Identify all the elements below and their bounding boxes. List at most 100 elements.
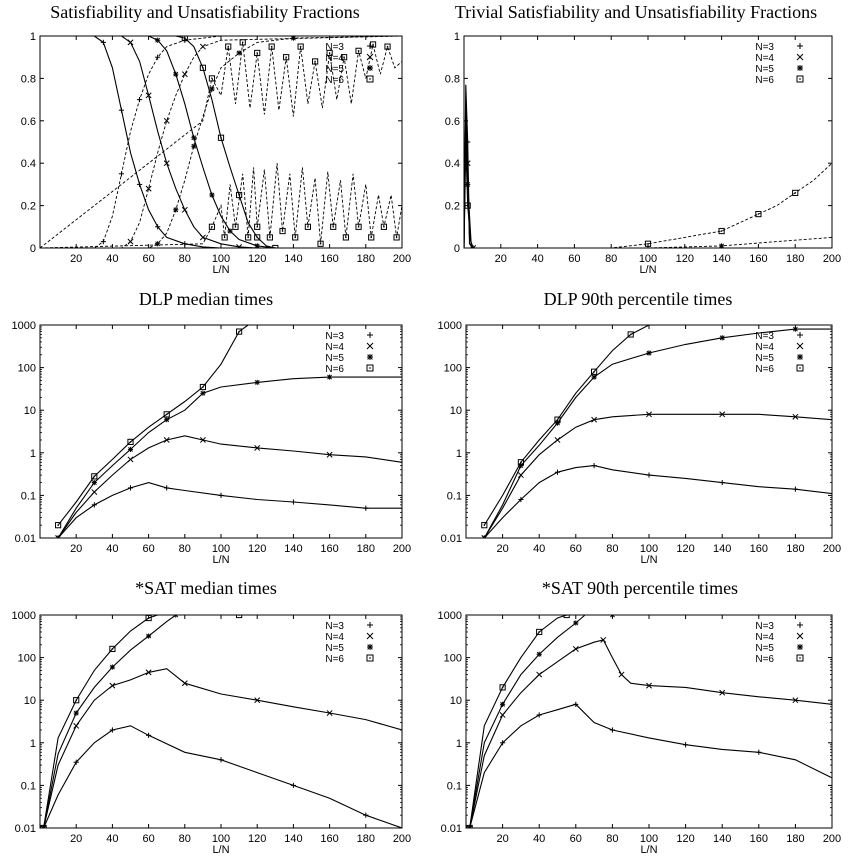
y-tick-label: 0.01 [441, 823, 462, 835]
legend-marker [797, 622, 803, 628]
x-axis-label: L/N [640, 844, 657, 856]
legend: N=3N=4N=5N=6 [755, 42, 804, 86]
data-point [163, 160, 170, 167]
legend: N=3N=4N=5N=6 [755, 331, 804, 375]
series-line [469, 615, 613, 828]
data-point [239, 39, 246, 46]
data-point [312, 58, 319, 65]
data-point [466, 824, 473, 828]
data-point [268, 43, 275, 50]
y-tick-label: 1 [456, 448, 462, 460]
x-tick-label: 160 [750, 833, 768, 845]
data-point [254, 223, 261, 230]
data-point [518, 496, 524, 503]
data-point [199, 383, 207, 391]
data-point [326, 710, 333, 716]
data-point [500, 740, 506, 746]
data-point [136, 181, 143, 187]
data-point [500, 701, 506, 707]
data-point [208, 223, 216, 230]
data-point [499, 712, 506, 718]
data-point [719, 479, 725, 486]
data-point [227, 228, 233, 234]
data-point [363, 812, 369, 818]
data-point [163, 437, 170, 443]
data-point [254, 379, 260, 385]
x-tick-label: 80 [179, 543, 191, 555]
data-point [719, 335, 725, 341]
x-tick-label: 120 [248, 833, 266, 845]
data-point [355, 47, 362, 54]
data-point [363, 505, 369, 511]
x-tick-label: 40 [106, 833, 118, 845]
legend-marker [366, 53, 374, 61]
x-tick-label: 40 [533, 833, 545, 845]
data-point [146, 633, 152, 639]
legend-label: N=4 [325, 53, 344, 64]
legend-marker [797, 43, 803, 49]
data-point [326, 49, 333, 57]
legend-marker [367, 332, 373, 338]
data-point [292, 234, 299, 241]
x-tick-label: 20 [496, 543, 508, 555]
legend-marker [367, 622, 373, 628]
x-tick-label: 160 [750, 543, 768, 555]
data-point [266, 234, 273, 241]
data-point [368, 234, 375, 241]
x-tick-label: 100 [212, 253, 230, 265]
x-tick-label: 120 [248, 253, 266, 265]
series-line [483, 413, 832, 538]
data-point [145, 92, 152, 99]
data-point [173, 71, 179, 77]
data-point [340, 54, 348, 61]
data-point [199, 437, 206, 443]
data-point [40, 824, 47, 828]
chart-title: DLP median times [138, 289, 274, 309]
x-tick-label: 200 [393, 253, 411, 265]
data-point [208, 75, 216, 82]
data-point [209, 86, 215, 92]
legend-marker [366, 342, 374, 350]
data-point [591, 463, 597, 469]
x-tick-label: 20 [70, 833, 82, 845]
x-tick-label: 160 [320, 253, 338, 265]
data-point [146, 732, 152, 738]
data-point [290, 36, 296, 41]
y-tick-label: 100 [18, 363, 36, 375]
data-point [380, 223, 387, 230]
y-tick-label: 10 [24, 405, 36, 417]
legend-label: N=6 [755, 75, 774, 86]
data-point [181, 680, 188, 687]
x-tick-label: 60 [570, 543, 582, 555]
x-tick-label: 200 [393, 543, 411, 555]
x-tick-label: 80 [606, 833, 618, 845]
x-tick-label: 40 [533, 543, 545, 555]
chart-title: *SAT 90th percentile times [541, 578, 739, 598]
series-line [43, 725, 402, 828]
chart-title: Trivial Satisfiability and Unsatisfiabil… [454, 2, 818, 22]
x-tick-label: 60 [142, 543, 154, 555]
data-point [627, 331, 634, 338]
legend-label: N=3 [325, 331, 344, 342]
y-tick-label: 1 [456, 738, 462, 750]
data-point [254, 243, 260, 248]
data-point [127, 438, 134, 446]
data-point [536, 712, 542, 718]
x-tick-label: 80 [179, 253, 191, 265]
legend-label: N=5 [755, 643, 774, 654]
x-tick-label: 60 [570, 833, 582, 845]
data-point [73, 697, 80, 704]
y-tick-label: 1 [454, 31, 460, 43]
legend: N=3N=4N=5N=6 [325, 331, 374, 375]
plot-frame [465, 614, 833, 829]
data-point [317, 240, 324, 247]
y-tick-label: 1000 [438, 610, 462, 622]
legend-label: N=6 [325, 364, 344, 375]
x-tick-label: 180 [357, 253, 375, 265]
data-point [55, 522, 62, 529]
y-tick-label: 1 [30, 738, 36, 750]
y-tick-label: 10 [450, 405, 462, 417]
y-tick-label: 0.2 [21, 201, 36, 213]
data-point [73, 759, 79, 765]
